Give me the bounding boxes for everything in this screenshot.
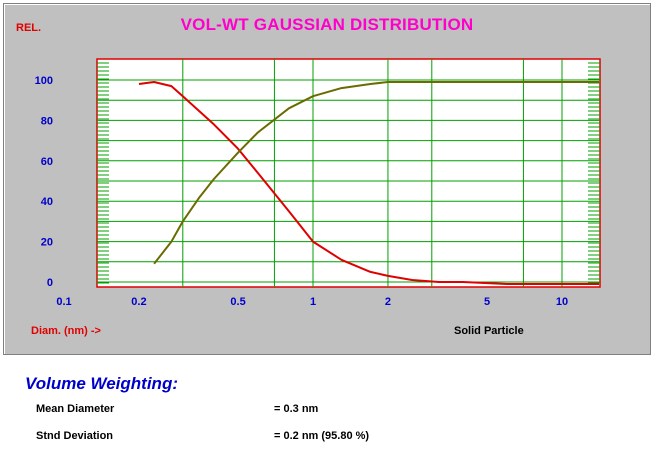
x-tick-label: 10 [556,296,568,308]
y-tick-label: 80 [41,115,53,127]
series-line-1 [153,81,599,265]
legend-label: Solid Particle [454,325,524,337]
series-layer [138,81,599,285]
stnd-deviation-value: = 0.2 nm (95.80 %) [274,430,370,442]
y-tick-label: 100 [35,75,53,87]
chart-title: VOL-WT GAUSSIAN DISTRIBUTION [180,15,474,34]
x-tick-label: 2 [385,296,391,308]
x-tick-label: 0.1 [56,296,71,308]
y-tick-label: 20 [41,237,53,249]
minor-ticks [97,62,600,284]
y-axis-rel-label: REL. [16,22,42,34]
x-axis-label: Diam. (nm) -> [31,325,101,337]
mean-diameter-value: = 0.3 nm [274,403,319,415]
x-tick-label: 0.2 [131,296,146,308]
y-tick-label: 60 [41,156,53,168]
y-tick-label: 40 [41,196,53,208]
mean-diameter-label: Mean Diameter [36,403,115,415]
series-line-0 [138,81,599,285]
x-tick-label: 1 [310,296,316,308]
chart-panel: 0 20 40 60 80 100 0.1 0.2 0.5 1 2 5 10 REL. VOL-WT G… [3,3,651,355]
y-tick-label: 0 [47,277,53,289]
x-tick-label: 0.5 [230,296,245,308]
plot-area [96,58,601,288]
chart-svg: 0 20 40 60 80 100 0.1 0.2 0.5 1 2 5 10 [35,58,601,308]
volume-weighting-heading: Volume Weighting: [25,374,178,393]
stnd-deviation-label: Stnd Deviation [36,430,114,442]
tick-labels: 0 20 40 60 80 100 0.1 0.2 0.5 1 2 5 10 [35,75,568,308]
x-tick-label: 5 [484,296,490,308]
